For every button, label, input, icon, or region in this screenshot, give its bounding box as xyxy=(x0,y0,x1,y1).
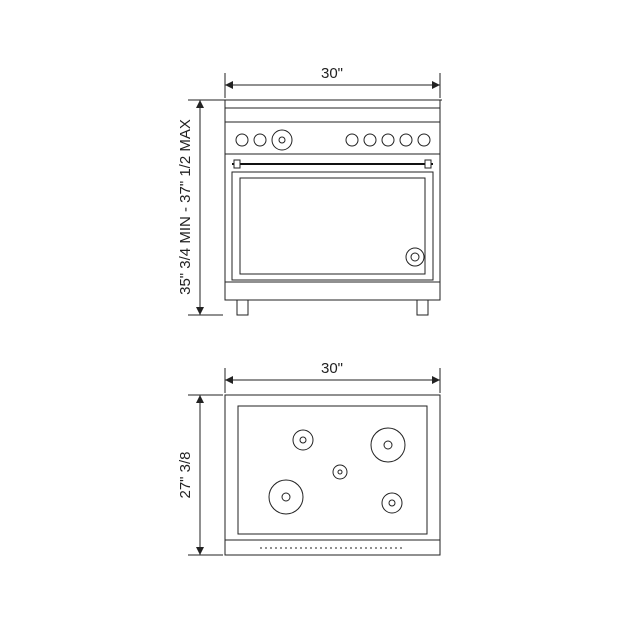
front-cooktop-strip xyxy=(225,100,440,108)
arrow-left-icon xyxy=(225,376,233,384)
arrow-left-icon xyxy=(225,81,233,89)
top-front-edge xyxy=(225,540,440,555)
handle-mount-right xyxy=(425,160,431,168)
arrow-up-icon xyxy=(196,395,204,403)
dim-front-height-label: 35" 3/4 MIN - 37" 1/2 MAX xyxy=(177,119,194,295)
front-leg-right xyxy=(417,300,428,315)
front-leg-left xyxy=(237,300,248,315)
handle-mount-left xyxy=(234,160,240,168)
arrow-down-icon xyxy=(196,547,204,555)
dim-top-width-label: 30" xyxy=(321,360,343,377)
top-outline xyxy=(225,395,440,555)
dim-front-width-label: 30" xyxy=(321,65,343,82)
arrow-up-icon xyxy=(196,100,204,108)
dim-top-depth-label: 27" 3/8 xyxy=(177,451,194,498)
diagram-svg: 30" 35" 3/4 MIN - 37" 1/2 MAX 30" xyxy=(0,0,625,625)
front-control-panel xyxy=(225,122,440,154)
arrow-right-icon xyxy=(432,81,440,89)
arrow-down-icon xyxy=(196,307,204,315)
arrow-right-icon xyxy=(432,376,440,384)
diagram-container: 30" 35" 3/4 MIN - 37" 1/2 MAX 30" xyxy=(0,0,625,625)
front-kick-panel xyxy=(225,282,440,300)
